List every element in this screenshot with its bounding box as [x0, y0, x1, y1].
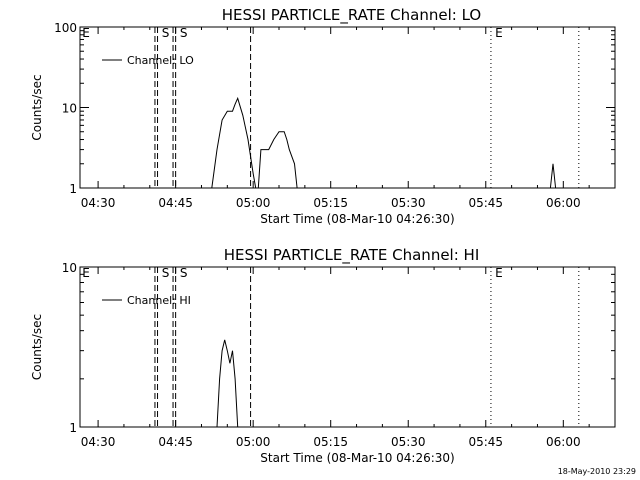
- x-tick-label: 06:00: [546, 196, 581, 210]
- event-marker-label: S: [162, 266, 170, 280]
- x-axis-label: Start Time (08-Mar-10 04:26:30): [260, 212, 454, 226]
- series-line: [257, 131, 298, 189]
- y-tick-label: 10: [62, 261, 77, 275]
- x-tick-label: 04:45: [158, 196, 193, 210]
- x-tick-label: 05:45: [468, 435, 503, 449]
- x-tick-label: 06:00: [546, 435, 581, 449]
- event-marker-label: S: [180, 266, 188, 280]
- footer-date: 18-May-2010 23:29: [558, 467, 636, 476]
- series-line: [549, 163, 557, 189]
- series-line: [211, 96, 257, 189]
- y-tick-label: 100: [54, 21, 77, 35]
- event-marker-label: E: [495, 266, 503, 280]
- y-axis-label: Counts/sec: [30, 314, 44, 380]
- y-tick-label: 10: [62, 102, 77, 116]
- panel-lo: HESSI PARTICLE_RATE Channel: LO 04:30 04:4…: [30, 6, 616, 226]
- legend-label: Channel: LO: [127, 54, 194, 67]
- x-tick-label: 05:00: [236, 196, 271, 210]
- chart-title: HESSI PARTICLE_RATE Channel: HI: [224, 246, 480, 265]
- y-axis-label: Counts/sec: [30, 74, 44, 140]
- y-tick-label: 1: [69, 182, 77, 196]
- x-tick-label: 04:30: [81, 435, 116, 449]
- event-marker-label: E: [82, 266, 90, 280]
- event-marker-label: S: [162, 26, 170, 40]
- plot-frame: [79, 26, 616, 189]
- x-axis-label: Start Time (08-Mar-10 04:26:30): [260, 451, 454, 465]
- x-tick-label: 05:00: [236, 435, 271, 449]
- event-marker-label: E: [495, 26, 503, 40]
- x-tick-label: 05:45: [468, 196, 503, 210]
- x-tick-label: 05:30: [391, 435, 426, 449]
- legend-label: Channel: HI: [127, 294, 191, 307]
- x-tick-label: 05:15: [313, 196, 348, 210]
- x-tick-label: 04:45: [158, 435, 193, 449]
- x-tick-label: 05:15: [313, 435, 348, 449]
- series-line: [216, 339, 239, 428]
- panel-hi: HESSI PARTICLE_RATE Channel: HI 04:30 04:4…: [30, 246, 616, 465]
- event-marker-label: S: [180, 26, 188, 40]
- chart-title: HESSI PARTICLE_RATE Channel: LO: [222, 6, 481, 25]
- event-marker-label: E: [82, 26, 90, 40]
- y-tick-label: 1: [69, 421, 77, 435]
- x-tick-label: 04:30: [81, 196, 116, 210]
- plot-frame: [79, 266, 616, 428]
- x-tick-label: 05:30: [391, 196, 426, 210]
